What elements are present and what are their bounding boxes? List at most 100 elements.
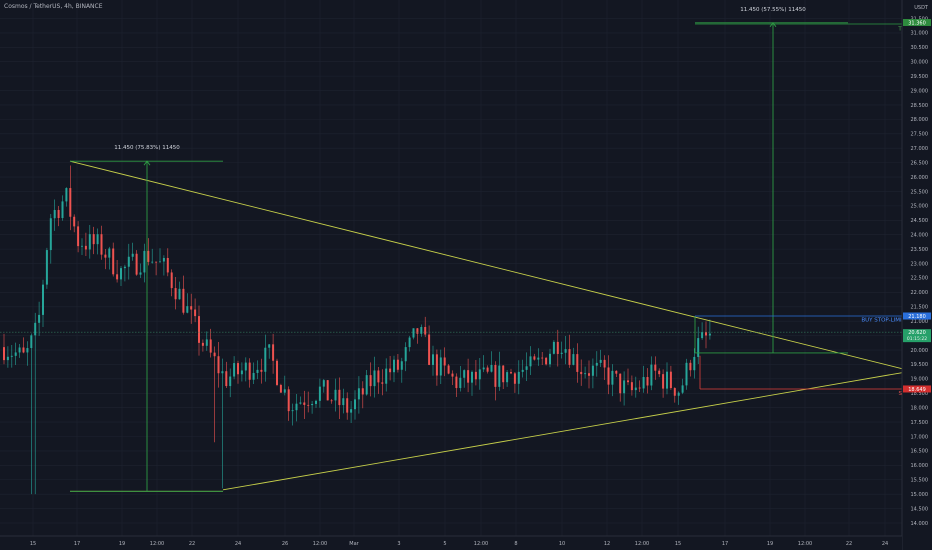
candle-body — [182, 288, 185, 313]
candle-body — [229, 376, 232, 387]
candle-body — [221, 371, 224, 374]
candle-body — [556, 341, 559, 354]
candle-body — [638, 387, 641, 389]
candle-body — [693, 356, 696, 371]
candle-body — [642, 377, 645, 389]
buy-stop-value: 21.180 — [908, 314, 926, 320]
price-tick-label: 21.500 — [911, 305, 929, 311]
wedge-upper-line — [69, 160, 909, 371]
candle-body — [385, 368, 388, 384]
candle-body — [10, 355, 13, 357]
candle-body — [560, 352, 563, 354]
candles-layer — [3, 165, 711, 495]
candle-body — [381, 382, 384, 384]
candle-body — [623, 380, 626, 394]
candle-body — [627, 380, 629, 383]
candle-body — [38, 314, 41, 323]
time-tick-label: 19 — [767, 541, 773, 547]
price-axis-panel[interactable] — [902, 0, 932, 550]
candle-body — [190, 306, 193, 310]
candle-body — [502, 365, 505, 383]
price-tick-label: 27.500 — [911, 132, 929, 138]
candle-body — [486, 367, 489, 372]
candle-body — [584, 373, 587, 375]
candle-body — [393, 359, 395, 373]
candle-body — [474, 371, 477, 380]
candle-body — [69, 188, 72, 217]
candle-body — [506, 372, 509, 383]
candle-body — [490, 364, 493, 372]
candle-body — [552, 341, 555, 354]
candle-body — [264, 347, 267, 372]
price-tick-label: 26.000 — [911, 175, 929, 181]
candle-body — [389, 368, 392, 373]
price-tick-label: 14.000 — [911, 521, 929, 527]
candle-body — [276, 360, 278, 385]
candle-body — [615, 370, 618, 374]
candle-body — [708, 333, 711, 336]
candle-body — [568, 349, 571, 365]
candle-body — [549, 353, 551, 365]
candle-body — [186, 306, 189, 313]
candle-body — [537, 357, 540, 360]
candle-body — [318, 386, 321, 401]
candle-body — [611, 370, 614, 385]
candle-body — [57, 209, 60, 219]
candle-body — [354, 399, 356, 410]
candle-body — [6, 356, 9, 361]
candle-body — [662, 374, 665, 389]
time-tick-label: 19 — [119, 541, 125, 547]
price-tick-label: 20.000 — [911, 348, 929, 354]
time-tick-label: 12:00 — [635, 541, 649, 547]
candle-body — [705, 332, 707, 336]
candle-body — [77, 226, 80, 247]
candle-body — [315, 400, 317, 404]
candle-body — [159, 261, 161, 263]
candle-body — [346, 398, 349, 413]
candle-body — [634, 387, 637, 391]
candle-countdown: 01:15:22 — [907, 336, 927, 342]
time-axis-panel[interactable] — [0, 536, 902, 550]
time-tick-label: 3 — [397, 541, 400, 547]
candle-body — [307, 404, 310, 406]
candle-body — [303, 402, 306, 405]
price-tick-label: 15.500 — [911, 478, 929, 484]
candle-body — [459, 377, 462, 389]
price-tick-label: 17.500 — [911, 420, 929, 426]
price-tick-label: 22.500 — [911, 276, 929, 282]
sl-tag — [903, 385, 931, 393]
candle-body — [545, 357, 548, 365]
candle-body — [326, 380, 329, 401]
candle-body — [435, 354, 438, 376]
candle-body — [412, 328, 415, 338]
candle-body — [365, 375, 368, 395]
candle-body — [447, 365, 450, 374]
candle-body — [630, 382, 633, 391]
price-tick-label: 22.000 — [911, 290, 929, 296]
candle-body — [155, 261, 158, 263]
candle-body — [408, 337, 411, 348]
candle-body — [194, 309, 197, 317]
candle-body — [295, 403, 298, 411]
candle-body — [244, 362, 247, 371]
candle-body — [350, 409, 353, 413]
candle-body — [209, 339, 212, 353]
price-tick-label: 23.500 — [911, 247, 929, 253]
price-tick-label: 16.000 — [911, 463, 929, 469]
candle-body — [697, 338, 700, 357]
candle-body — [151, 261, 154, 263]
candle-body — [658, 370, 661, 375]
candle-body — [49, 218, 52, 251]
candle-body — [564, 349, 567, 353]
chart-title: Cosmos / TetherUS, 4h, BINANCE — [4, 3, 103, 10]
time-tick-label: 12 — [604, 541, 610, 547]
candle-body — [42, 284, 44, 315]
candle-body — [619, 373, 622, 394]
candle-body — [162, 257, 165, 262]
candle-body — [689, 362, 692, 371]
candle-body — [18, 347, 21, 353]
tp-label: TP — [897, 27, 905, 33]
candle-body — [92, 234, 95, 245]
